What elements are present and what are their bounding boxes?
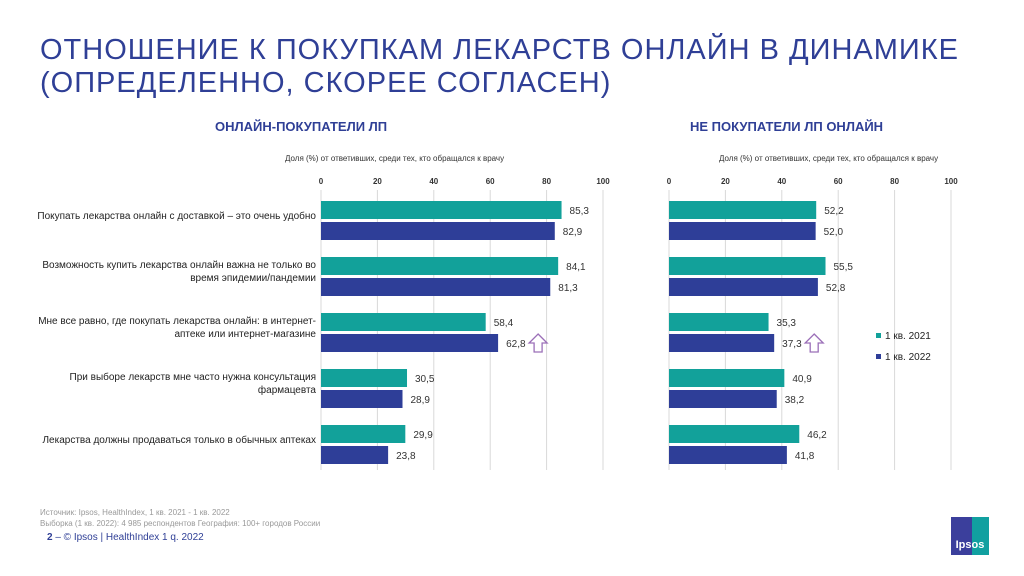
bar: [669, 334, 775, 352]
tick-label: 60: [486, 177, 495, 186]
tick-label: 60: [834, 177, 843, 186]
data-label: 23,8: [396, 451, 416, 462]
bar: [321, 369, 408, 387]
left-chart-title: ОНЛАЙН-ПОКУПАТЕЛИ ЛП: [215, 119, 388, 134]
bar: [669, 201, 817, 219]
category-text: Возможность купить лекарства онлайн важн…: [42, 260, 316, 284]
footer: 2 – © Ipsos | HealthIndex 1 q. 2022: [47, 532, 204, 543]
bar: [321, 390, 403, 408]
legend-label: 1 кв. 2021: [885, 331, 931, 342]
bar: [321, 425, 406, 443]
data-label: 35,3: [777, 318, 797, 329]
bar: [669, 390, 777, 408]
category-text: При выборе лекарств мне часто нужна конс…: [69, 372, 316, 396]
axis-title: Доля (%) от ответивших, среди тех, кто о…: [285, 154, 504, 163]
category-text: Мне все равно, где покупать лекарства он…: [38, 316, 316, 340]
data-label: 52,2: [824, 206, 844, 217]
data-label: 41,8: [795, 451, 815, 462]
tick-label: 40: [777, 177, 786, 186]
tick-label: 0: [319, 177, 324, 186]
data-label: 85,3: [570, 206, 590, 217]
data-label: 55,5: [834, 262, 854, 273]
data-label: 52,8: [826, 283, 846, 294]
source-text: Источник: Ipsos, HealthIndex, 1 кв. 2021…: [40, 508, 230, 517]
category-label: При выборе лекарств мне часто нужна конс…: [69, 372, 316, 396]
bar: [321, 446, 389, 464]
bar: [669, 446, 787, 464]
tick-label: 20: [721, 177, 730, 186]
data-label: 81,3: [558, 283, 578, 294]
bar: [669, 369, 785, 387]
bar: [321, 313, 486, 331]
tick-label: 100: [596, 177, 610, 186]
data-label: 29,9: [413, 430, 433, 441]
data-label: 62,8: [506, 339, 526, 350]
category-label: Лекарства должны продаваться только в об…: [42, 434, 316, 446]
data-label: 28,9: [410, 395, 430, 406]
tick-label: 80: [890, 177, 899, 186]
tick-label: 80: [542, 177, 551, 186]
right-chart-title: НЕ ПОКУПАТЕЛИ ЛП ОНЛАЙН: [690, 119, 884, 134]
tick-label: 40: [429, 177, 438, 186]
bar: [321, 201, 562, 219]
bar: [321, 257, 559, 275]
data-label: 38,2: [785, 395, 805, 406]
up-arrow-icon: [527, 333, 549, 353]
ipsos-logo: Ipsos: [951, 517, 989, 555]
up-arrow-icon: [803, 333, 825, 353]
bar: [669, 257, 826, 275]
bar: [669, 278, 818, 296]
data-label: 82,9: [563, 227, 583, 238]
data-label: 37,3: [782, 339, 802, 350]
category-text: Покупать лекарства онлайн с доставкой – …: [37, 210, 316, 222]
legend-swatch: [876, 333, 881, 338]
data-label: 30,5: [415, 374, 435, 385]
data-label: 52,0: [824, 227, 844, 238]
data-label: 46,2: [807, 430, 827, 441]
category-label: Возможность купить лекарства онлайн важн…: [42, 260, 316, 284]
category-label: Мне все равно, где покупать лекарства он…: [38, 316, 316, 340]
category-text: Лекарства должны продаваться только в об…: [42, 434, 316, 446]
footer-text: – © Ipsos | HealthIndex 1 q. 2022: [55, 532, 204, 543]
page-number: 2: [47, 532, 53, 543]
axis-title: Доля (%) от ответивших, среди тех, кто о…: [719, 154, 938, 163]
legend-swatch: [876, 354, 881, 359]
bar: [321, 278, 551, 296]
data-label: 84,1: [566, 262, 586, 273]
data-label: 40,9: [792, 374, 812, 385]
legend-label: 1 кв. 2022: [885, 352, 931, 363]
title-line-2: (ОПРЕДЕЛЕННО, СКОРЕЕ СОГЛАСЕН): [40, 67, 612, 99]
tick-label: 0: [667, 177, 672, 186]
sample-text: Выборка (1 кв. 2022): 4 985 респондентов…: [40, 519, 321, 528]
bar: [321, 222, 555, 240]
tick-label: 100: [944, 177, 958, 186]
category-label: Покупать лекарства онлайн с доставкой – …: [37, 210, 316, 222]
bar: [669, 222, 816, 240]
source-note: Источник: Ipsos, HealthIndex, 1 кв. 2021…: [40, 507, 320, 529]
bar: [321, 334, 499, 352]
tick-label: 20: [373, 177, 382, 186]
bar: [669, 313, 769, 331]
slide-title: ОТНОШЕНИЕ К ПОКУПКАМ ЛЕКАРСТВ ОНЛАЙН В Д…: [40, 34, 959, 100]
bar: [669, 425, 800, 443]
title-line-1: ОТНОШЕНИЕ К ПОКУПКАМ ЛЕКАРСТВ ОНЛАЙН В Д…: [40, 34, 960, 66]
data-label: 58,4: [494, 318, 514, 329]
